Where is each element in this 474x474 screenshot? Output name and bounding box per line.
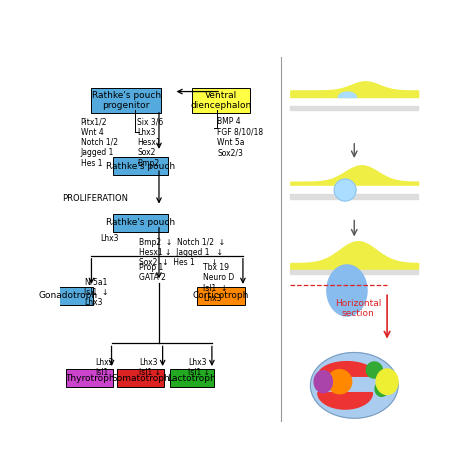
Text: Thyrotroph: Thyrotroph xyxy=(65,374,114,383)
Text: Ventral
diencephalon: Ventral diencephalon xyxy=(191,91,252,110)
Text: Gonadotroph: Gonadotroph xyxy=(38,292,97,301)
Text: Nr5a1
Isl1  ↓
Lhx3: Nr5a1 Isl1 ↓ Lhx3 xyxy=(84,278,109,308)
FancyBboxPatch shape xyxy=(170,369,214,387)
Text: Six 3/6
Lhx3
Hesx1
Sox2
Bmp2: Six 3/6 Lhx3 Hesx1 Sox2 Bmp2 xyxy=(137,117,164,168)
FancyBboxPatch shape xyxy=(91,88,161,113)
FancyBboxPatch shape xyxy=(66,369,113,387)
Text: Pitx1/2
Wnt 4
Notch 1/2
Jagged 1
Hes 1: Pitx1/2 Wnt 4 Notch 1/2 Jagged 1 Hes 1 xyxy=(81,117,118,168)
FancyBboxPatch shape xyxy=(42,287,93,305)
FancyBboxPatch shape xyxy=(113,157,168,175)
Text: Tbx 19
Neuro D
Isl1  ↓
Lhx3: Tbx 19 Neuro D Isl1 ↓ Lhx3 xyxy=(203,263,234,303)
Text: PROLIFERATION: PROLIFERATION xyxy=(62,194,128,203)
Polygon shape xyxy=(375,382,388,396)
Text: BMP 4
FGF 8/10/18
Wnt 5a
Sox2/3: BMP 4 FGF 8/10/18 Wnt 5a Sox2/3 xyxy=(218,117,264,157)
Polygon shape xyxy=(376,369,398,394)
Text: Rathke's pouch
progenitor: Rathke's pouch progenitor xyxy=(91,91,161,110)
Text: Lhx3
Isl1 ↓: Lhx3 Isl1 ↓ xyxy=(188,358,210,377)
Text: Corticotroph: Corticotroph xyxy=(193,292,249,301)
Polygon shape xyxy=(327,265,367,316)
Polygon shape xyxy=(318,362,376,376)
FancyBboxPatch shape xyxy=(113,214,168,232)
Text: Rathke's pouch: Rathke's pouch xyxy=(106,219,175,228)
Text: Prop 1
GATA 2: Prop 1 GATA 2 xyxy=(139,263,166,283)
Text: Rathke's pouch: Rathke's pouch xyxy=(106,162,175,171)
FancyBboxPatch shape xyxy=(192,88,250,113)
Text: Lhx3: Lhx3 xyxy=(100,234,119,243)
Polygon shape xyxy=(366,362,383,378)
Polygon shape xyxy=(318,392,373,409)
Polygon shape xyxy=(334,179,356,201)
FancyBboxPatch shape xyxy=(197,287,245,305)
Text: Horizontal
section: Horizontal section xyxy=(335,299,381,319)
Polygon shape xyxy=(310,353,398,418)
Text: Bmp2  ↓  Notch 1/2  ↓
Hesx1 ↓  Jagged 1   ↓
Sox2  ↓  Hes 1       ↓: Bmp2 ↓ Notch 1/2 ↓ Hesx1 ↓ Jagged 1 ↓ So… xyxy=(139,237,225,267)
Text: Lactotroph: Lactotroph xyxy=(167,374,216,383)
FancyBboxPatch shape xyxy=(117,369,164,387)
Text: Somatotroph: Somatotroph xyxy=(111,374,170,383)
Text: Lhx3
Isl1: Lhx3 Isl1 xyxy=(95,358,114,377)
Polygon shape xyxy=(314,371,332,392)
Polygon shape xyxy=(328,370,352,394)
Text: Lhx3
Isl1 ↓: Lhx3 Isl1 ↓ xyxy=(139,358,161,377)
